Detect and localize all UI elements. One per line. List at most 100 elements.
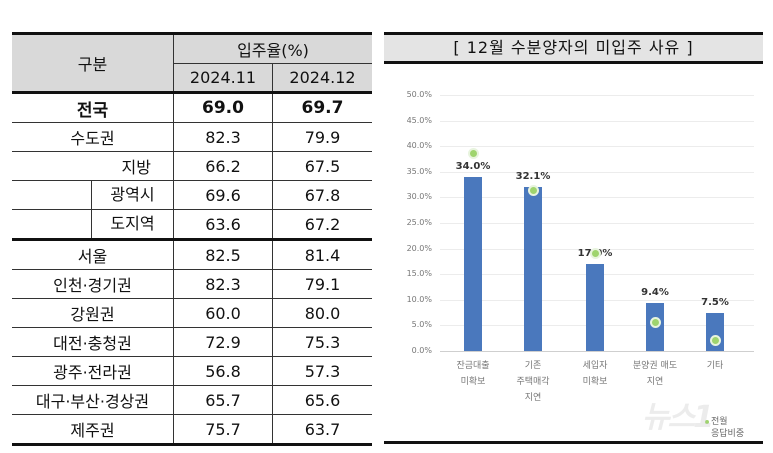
y-tick-label: 45.0%	[406, 115, 432, 125]
bar-value-label: 9.4%	[641, 286, 669, 298]
prev-month-dot	[649, 317, 661, 329]
row-label: 서울	[12, 238, 174, 270]
prev-month-dot	[589, 248, 601, 260]
header-group: 입주율(%)	[173, 33, 372, 64]
row-value-1: 63.6	[173, 209, 273, 240]
chart-panel: [ 12월 수분양자의 미입주 사유 ] 0.0% 5.0% 10.0% 15.0% 2…	[384, 32, 763, 444]
prev-month-dot	[467, 148, 479, 160]
bar	[464, 176, 482, 351]
row-value-2: 67.5	[272, 151, 372, 181]
y-tick-label: 10.0%	[406, 294, 432, 304]
x-category-label: 잔금대출 미확보	[456, 361, 490, 387]
row-value-1: 82.5	[173, 238, 273, 270]
chart-legend: 전월 응답비중	[705, 416, 744, 440]
y-tick-label: 5.0%	[411, 320, 432, 330]
y-tick-label: 40.0%	[406, 141, 432, 151]
row-label: 대전·충청권	[12, 327, 174, 357]
row-value-2: 81.4	[272, 238, 372, 270]
table-row: 강원권 60.0 80.0	[12, 298, 372, 328]
table-row: 인천·경기권 82.3 79.1	[12, 269, 372, 299]
row-label: 전국	[12, 91, 174, 123]
prev-month-dot	[527, 184, 539, 196]
table-row: 전국 69.0 69.7	[12, 91, 372, 123]
table-row: 광역시 69.6 67.8	[12, 180, 372, 210]
row-value-1: 65.7	[173, 385, 273, 415]
row-value-2: 80.0	[272, 298, 372, 328]
bar-chart: 0.0% 5.0% 10.0% 15.0% 20.0% 25.0% 30.0% 35.0% 40…	[384, 32, 763, 444]
bar	[586, 263, 604, 351]
table-subheader-row: 2024.11 2024.12	[12, 63, 372, 93]
row-value-2: 79.1	[272, 269, 372, 299]
indent-spacer	[12, 210, 92, 238]
table-row: 도지역 63.6 67.2	[12, 209, 372, 240]
legend-dot-icon	[705, 419, 709, 424]
row-value-1: 82.3	[173, 122, 273, 152]
bar	[524, 186, 542, 351]
row-value-2: 67.8	[272, 180, 372, 210]
row-value-2: 69.7	[272, 91, 372, 123]
row-value-1: 72.9	[173, 327, 273, 357]
gridline	[440, 146, 754, 148]
y-tick-label: 0.0%	[411, 346, 432, 355]
gridline	[440, 120, 754, 122]
chart-title: [ 12월 수분양자의 미입주 사유 ]	[384, 32, 763, 64]
table-row: 지방 66.2 67.5	[12, 151, 372, 181]
bar-value-label: 7.5%	[701, 296, 729, 308]
row-value-1: 60.0	[173, 298, 273, 328]
row-value-2: 57.3	[272, 356, 372, 386]
row-value-1: 56.8	[173, 356, 273, 386]
prev-month-dot	[709, 335, 721, 347]
bar-value-label: 32.1%	[515, 170, 551, 182]
y-tick-label: 25.0%	[406, 218, 432, 227]
row-label: 지방	[12, 151, 174, 181]
occupancy-rate-table: 구분 입주율(%) 2024.11 2024.12 전국 69.0 69.7 수…	[12, 32, 372, 446]
row-value-2: 67.2	[272, 209, 372, 240]
y-tick-label: 30.0%	[406, 192, 432, 202]
table-row: 대전·충청권 72.9 75.3	[12, 327, 372, 357]
x-category-label: 세입자 미확보	[582, 361, 608, 387]
legend-label-1: 전월	[711, 417, 728, 427]
gridline	[440, 95, 754, 96]
table-header-row: 구분 입주율(%)	[12, 33, 372, 93]
row-label: 광주·전라권	[12, 356, 174, 386]
row-value-1: 82.3	[173, 269, 273, 299]
y-tick-label: 15.0%	[406, 269, 432, 279]
table-row: 대구·부산·경상권 65.7 65.6	[12, 385, 372, 415]
row-label: 수도권	[12, 122, 174, 152]
y-tick-label: 35.0%	[406, 166, 432, 176]
header-period-1: 2024.11	[173, 63, 273, 93]
x-category-label: 기타	[706, 361, 724, 371]
row-value-2: 63.7	[272, 414, 372, 445]
row-label: 대구·부산·경상권	[12, 385, 174, 415]
header-period-2: 2024.12	[272, 63, 372, 93]
row-value-2: 65.6	[272, 385, 372, 415]
row-value-1: 66.2	[173, 151, 273, 181]
row-value-2: 79.9	[272, 122, 372, 152]
row-value-1: 69.0	[173, 91, 273, 123]
x-category-label: 기존 주택매각 지연	[516, 361, 550, 403]
table-row: 광주·전라권 56.8 57.3	[12, 356, 372, 386]
row-label-cell: 광역시	[12, 180, 174, 210]
row-label: 광역시	[110, 185, 155, 204]
x-category-label: 분양권 매도 지연	[632, 361, 678, 387]
row-value-1: 75.7	[173, 414, 273, 445]
table-row: 제주권 75.7 63.7	[12, 414, 372, 445]
row-value-1: 69.6	[173, 180, 273, 210]
gridline	[440, 171, 754, 173]
x-axis-line	[440, 351, 754, 352]
table-row: 서울 82.5 81.4	[12, 238, 372, 270]
indent-spacer	[12, 181, 92, 209]
legend-label-2: 응답비중	[711, 429, 745, 439]
gridline	[440, 197, 754, 199]
row-label: 도지역	[110, 214, 155, 233]
panel-bottom-rule	[384, 441, 763, 444]
row-label: 강원권	[12, 298, 174, 328]
gridline	[440, 223, 754, 224]
bar-value-label: 34.0%	[455, 160, 491, 172]
row-value-2: 75.3	[272, 327, 372, 357]
row-label-cell: 도지역	[12, 209, 174, 240]
y-tick-label: 50.0%	[406, 90, 432, 99]
row-label: 인천·경기권	[12, 269, 174, 299]
news1-watermark: 뉴스1	[642, 400, 714, 435]
y-tick-label: 20.0%	[406, 243, 432, 253]
